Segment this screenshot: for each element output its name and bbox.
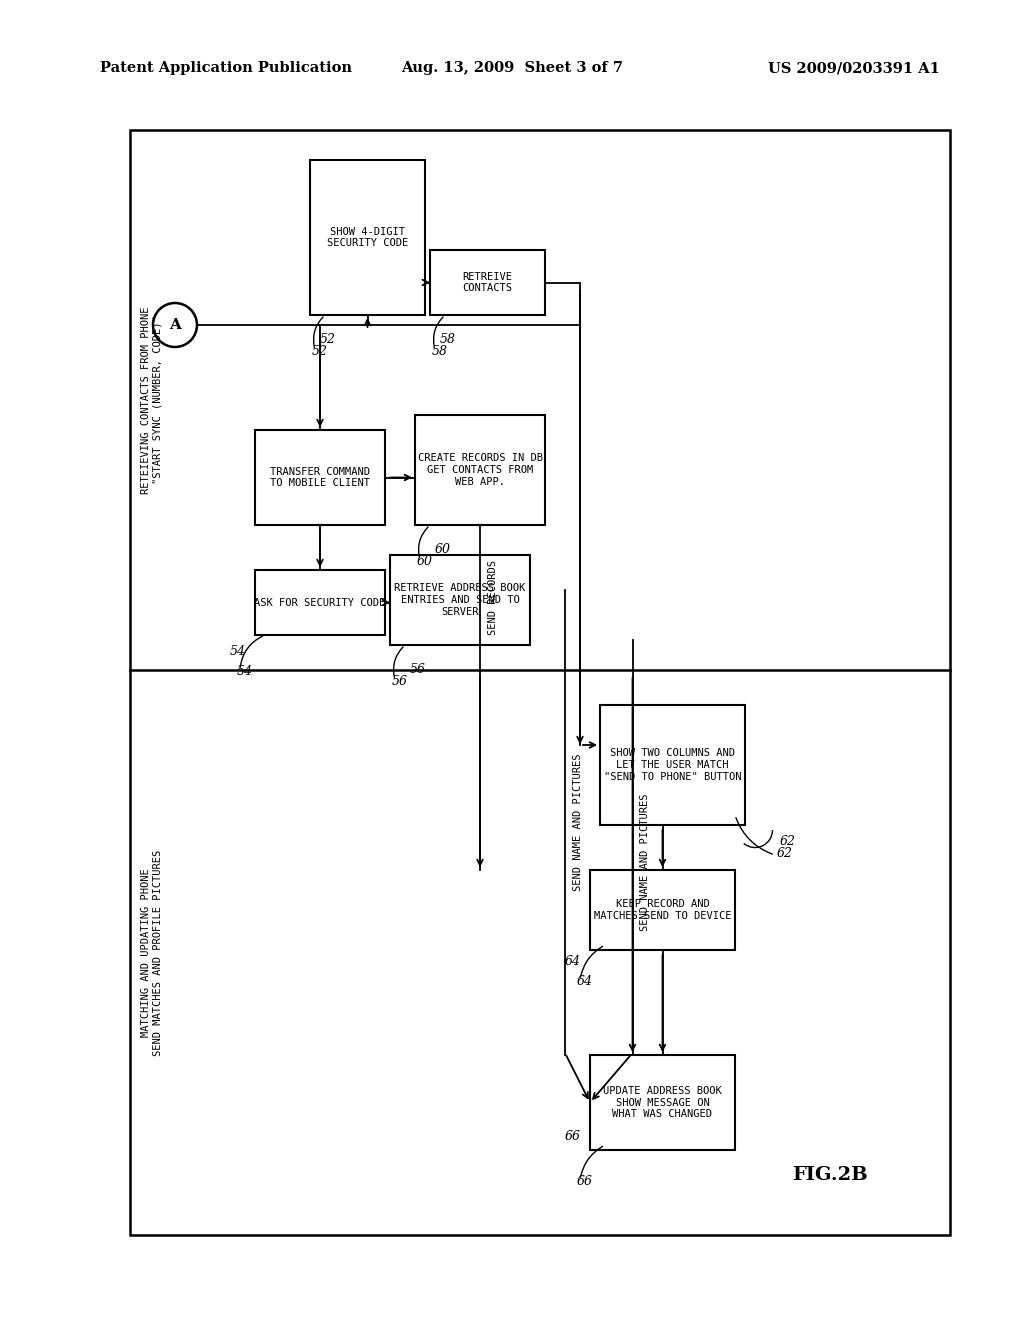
Bar — [600, 705, 745, 825]
Bar — [590, 870, 735, 950]
Circle shape — [153, 304, 197, 347]
Text: SEND RECORDS: SEND RECORDS — [488, 560, 498, 635]
Text: 52: 52 — [319, 333, 336, 346]
Bar — [255, 430, 385, 525]
Text: SEND NAME AND PICTURES: SEND NAME AND PICTURES — [573, 754, 583, 891]
Text: KEEP RECORD AND
MATCHES SEND TO DEVICE: KEEP RECORD AND MATCHES SEND TO DEVICE — [594, 899, 731, 921]
Text: CREATE RECORDS IN DB
GET CONTACTS FROM
WEB APP.: CREATE RECORDS IN DB GET CONTACTS FROM W… — [418, 453, 543, 487]
Bar — [430, 249, 545, 315]
Text: US 2009/0203391 A1: US 2009/0203391 A1 — [768, 61, 940, 75]
Bar — [310, 160, 425, 315]
Text: SEND NAME AND PICTURES: SEND NAME AND PICTURES — [640, 793, 650, 931]
Text: Aug. 13, 2009  Sheet 3 of 7: Aug. 13, 2009 Sheet 3 of 7 — [401, 61, 623, 75]
Text: RETEIEVING CONTACTS FROM PHONE
"START SYNC (NUMBER, CODE)": RETEIEVING CONTACTS FROM PHONE "START SY… — [141, 306, 163, 494]
Bar — [255, 570, 385, 635]
Bar — [390, 554, 530, 645]
Text: 56: 56 — [410, 663, 426, 676]
Text: ASK FOR SECURITY CODE: ASK FOR SECURITY CODE — [254, 598, 386, 607]
Text: TRANSFER COMMAND
TO MOBILE CLIENT: TRANSFER COMMAND TO MOBILE CLIENT — [270, 467, 370, 488]
Text: RETREIVE
CONTACTS: RETREIVE CONTACTS — [463, 272, 512, 293]
Text: 54: 54 — [237, 665, 253, 678]
Text: MATCHING AND UPDATING PHONE
SEND MATCHES AND PROFILE PICTURES: MATCHING AND UPDATING PHONE SEND MATCHES… — [141, 849, 163, 1056]
Text: SHOW 4-DIGIT
SECURITY CODE: SHOW 4-DIGIT SECURITY CODE — [327, 227, 409, 248]
Text: 64: 64 — [565, 954, 581, 968]
Text: 52: 52 — [312, 345, 328, 358]
Text: FIG.2B: FIG.2B — [793, 1166, 868, 1184]
Text: 62: 62 — [777, 847, 793, 861]
Text: Patent Application Publication: Patent Application Publication — [100, 61, 352, 75]
Text: 56: 56 — [392, 675, 408, 688]
Text: 66: 66 — [577, 1175, 593, 1188]
Bar — [590, 1055, 735, 1150]
Text: 66: 66 — [565, 1130, 581, 1143]
Text: 64: 64 — [577, 975, 593, 987]
Text: UPDATE ADDRESS BOOK
SHOW MESSAGE ON
WHAT WAS CHANGED: UPDATE ADDRESS BOOK SHOW MESSAGE ON WHAT… — [603, 1086, 722, 1119]
Text: 60: 60 — [417, 554, 433, 568]
Text: 60: 60 — [435, 543, 451, 556]
Text: SHOW TWO COLUMNS AND
LET THE USER MATCH
"SEND TO PHONE" BUTTON: SHOW TWO COLUMNS AND LET THE USER MATCH … — [604, 748, 741, 781]
Text: 58: 58 — [432, 345, 449, 358]
Text: A: A — [169, 318, 181, 333]
Text: 54: 54 — [230, 645, 246, 657]
Text: 62: 62 — [780, 836, 796, 847]
Bar — [130, 129, 950, 1236]
Text: RETRIEVE ADDRESS BOOK
ENTRIES AND SEND TO
SERVER: RETRIEVE ADDRESS BOOK ENTRIES AND SEND T… — [394, 583, 525, 616]
Text: 58: 58 — [440, 333, 456, 346]
Bar — [415, 414, 545, 525]
